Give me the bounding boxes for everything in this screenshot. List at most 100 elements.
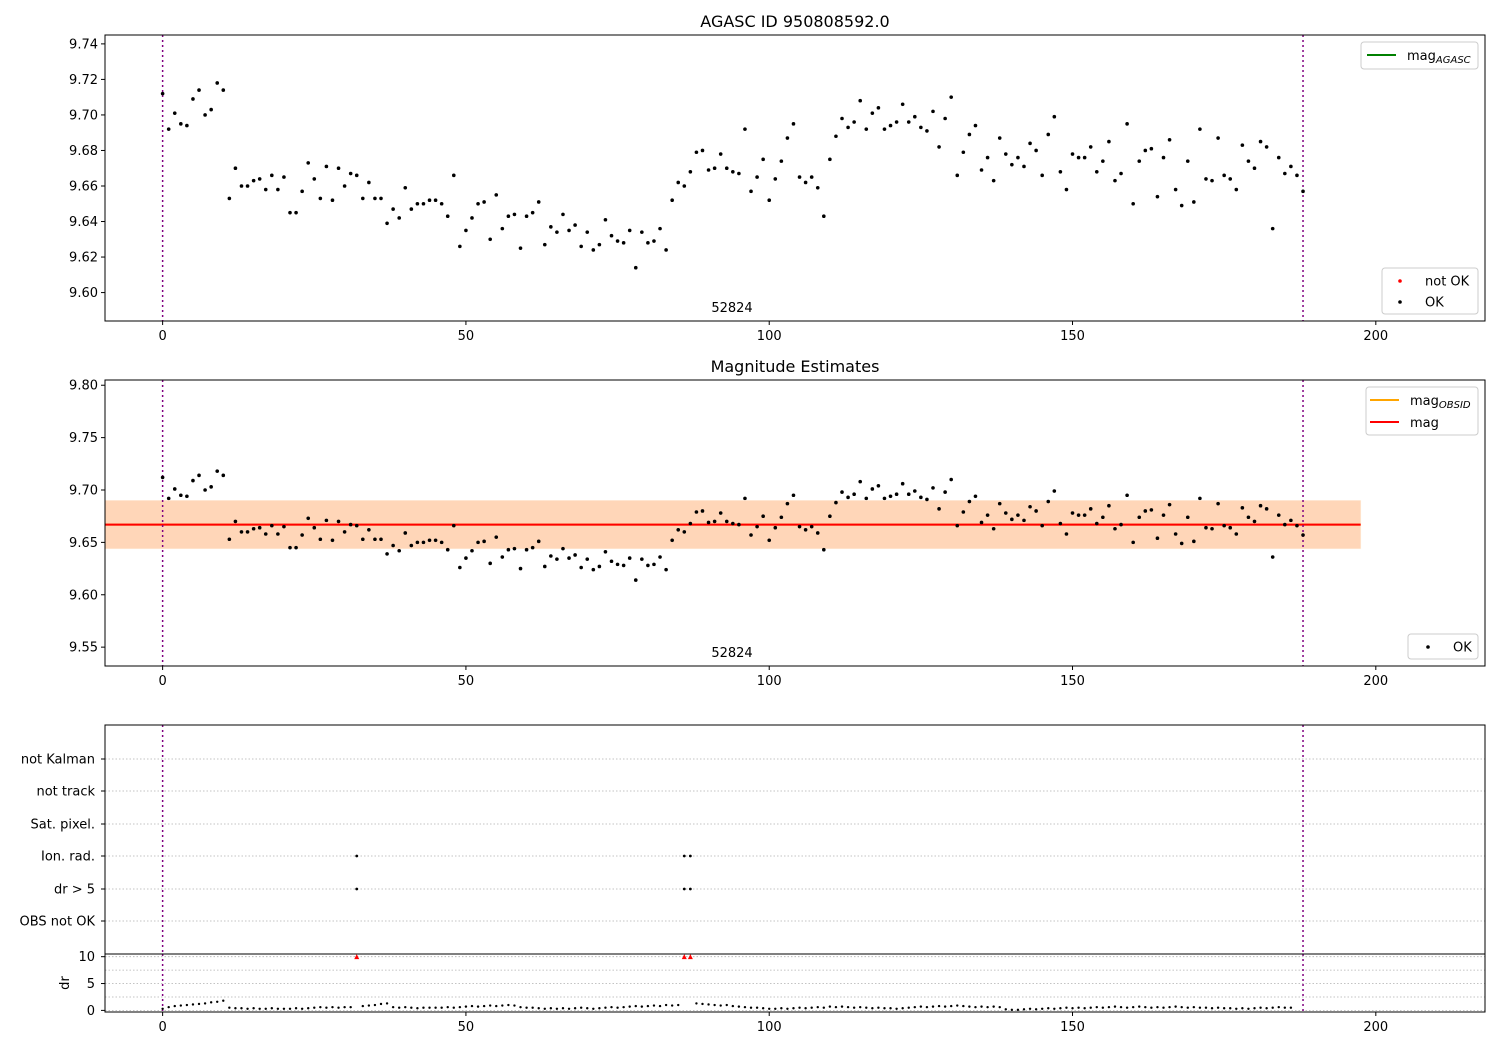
data-point-ok bbox=[1101, 159, 1105, 163]
legend-ok-magnitude: OK bbox=[1407, 633, 1479, 660]
data-point-ok bbox=[882, 496, 887, 501]
data-point-ok bbox=[197, 88, 201, 92]
data-point-ok bbox=[1192, 539, 1196, 544]
data-point-ok bbox=[706, 168, 711, 172]
data-point-ok bbox=[822, 214, 826, 218]
data-point-ok bbox=[761, 514, 765, 518]
data-point-ok bbox=[555, 557, 559, 561]
data-point-ok bbox=[1010, 517, 1014, 522]
dr-point bbox=[537, 1007, 540, 1010]
dr-point bbox=[404, 1005, 407, 1009]
data-point-ok bbox=[1119, 522, 1123, 527]
data-point-ok bbox=[846, 495, 850, 500]
dr-point bbox=[749, 1006, 753, 1009]
data-point-ok bbox=[900, 102, 905, 107]
dr-point bbox=[1150, 1006, 1153, 1009]
dr-point bbox=[743, 1005, 747, 1009]
data-point-ok bbox=[767, 198, 772, 203]
data-point-ok bbox=[1137, 159, 1142, 163]
dr-point bbox=[307, 1007, 310, 1010]
data-point-ok bbox=[464, 228, 468, 233]
flag-row-label: not Kalman bbox=[21, 753, 95, 768]
dr-point bbox=[1089, 1006, 1092, 1009]
data-point-ok bbox=[433, 198, 438, 203]
data-point-ok bbox=[815, 531, 820, 535]
data-point-ok bbox=[1034, 148, 1038, 153]
data-point-ok bbox=[682, 184, 687, 188]
data-point-ok bbox=[185, 123, 189, 128]
data-point-ok bbox=[415, 201, 420, 206]
data-point-ok bbox=[1222, 523, 1226, 528]
data-point-ok bbox=[1028, 141, 1032, 146]
data-point-ok bbox=[712, 519, 717, 524]
dr-point bbox=[956, 1004, 959, 1007]
panel-title-agasc: AGASC ID 950808592.0 bbox=[700, 12, 889, 31]
data-point-ok bbox=[1125, 493, 1129, 498]
flag-row-label: OBS not OK bbox=[20, 915, 96, 930]
data-point-ok bbox=[1149, 146, 1154, 151]
data-point-ok bbox=[288, 545, 292, 550]
data-point-ok bbox=[712, 166, 717, 171]
dr-point bbox=[1186, 1006, 1189, 1009]
data-point-ok bbox=[561, 546, 565, 551]
data-point-ok bbox=[172, 487, 177, 491]
data-point-ok bbox=[937, 145, 941, 149]
data-point-ok bbox=[385, 552, 389, 556]
data-point-ok bbox=[221, 473, 226, 478]
data-point-ok bbox=[640, 230, 644, 234]
y-tick-label: 9.68 bbox=[69, 144, 98, 159]
x-tick-label: 50 bbox=[458, 674, 475, 689]
data-point-ok bbox=[573, 553, 577, 557]
data-point-ok bbox=[743, 127, 747, 131]
dr-point bbox=[458, 1005, 462, 1009]
data-point-ok bbox=[858, 98, 863, 103]
dr-point bbox=[191, 1003, 195, 1006]
legend-subscript: OBSID bbox=[1439, 400, 1471, 411]
data-point-ok bbox=[294, 545, 298, 550]
data-point-ok bbox=[997, 136, 1002, 140]
y-tick-label: 9.64 bbox=[69, 215, 98, 230]
dr-point bbox=[246, 1007, 249, 1010]
x-tick-label: 100 bbox=[757, 329, 782, 344]
data-point-ok bbox=[997, 501, 1002, 506]
data-point-ok bbox=[1034, 509, 1038, 513]
data-point-ok bbox=[906, 492, 911, 496]
dr-point bbox=[1156, 1005, 1159, 1009]
dr-point bbox=[258, 1007, 261, 1010]
dr-point bbox=[822, 1006, 826, 1009]
data-point-ok bbox=[239, 184, 244, 188]
data-point-ok bbox=[718, 152, 723, 156]
dr-point bbox=[276, 1007, 280, 1010]
dr-point bbox=[628, 1005, 631, 1008]
dr-point bbox=[804, 1007, 807, 1010]
data-point-ok bbox=[627, 556, 632, 560]
dr-point bbox=[1283, 1006, 1287, 1009]
data-point-ok bbox=[870, 111, 875, 115]
data-point-ok bbox=[615, 239, 620, 243]
data-point-ok bbox=[397, 548, 401, 553]
dr-point bbox=[1077, 1006, 1080, 1009]
data-point-ok bbox=[670, 538, 674, 543]
data-point-ok bbox=[925, 497, 929, 502]
data-point-ok bbox=[312, 525, 317, 530]
data-point-ok bbox=[991, 526, 996, 531]
dr-point bbox=[677, 1003, 680, 1007]
annotation-agasc: 52824 bbox=[711, 301, 752, 316]
data-point-ok bbox=[979, 520, 984, 525]
dr-point bbox=[434, 1006, 437, 1009]
data-point-ok bbox=[251, 178, 256, 183]
data-point-ok bbox=[209, 107, 213, 112]
data-point-ok bbox=[706, 520, 711, 525]
data-point-ok bbox=[1216, 136, 1220, 140]
data-point-ok bbox=[1022, 164, 1026, 169]
data-point-ok bbox=[1228, 177, 1233, 181]
data-point-ok bbox=[1179, 541, 1184, 546]
dr-point bbox=[852, 1006, 856, 1009]
data-point-ok bbox=[591, 567, 596, 572]
data-point-ok bbox=[166, 127, 171, 131]
dr-point bbox=[288, 1007, 292, 1010]
dr-point bbox=[1180, 1005, 1183, 1009]
dr-clipped-marker bbox=[354, 954, 360, 960]
data-point-ok bbox=[1258, 503, 1263, 508]
